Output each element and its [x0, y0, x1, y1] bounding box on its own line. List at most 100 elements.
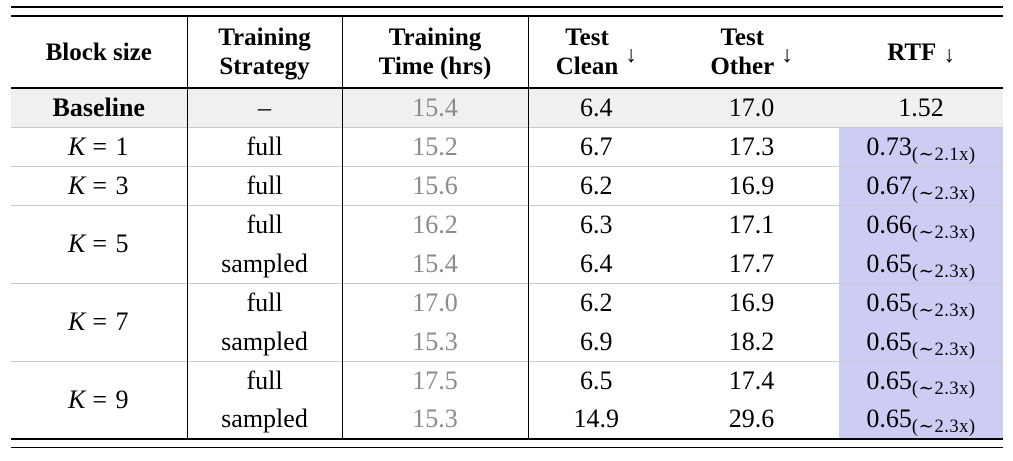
label-with-arrow: Test Clean ↓	[529, 23, 665, 81]
rtf-speedup: (∼2.3x)	[911, 417, 976, 438]
col-header-rtf: RTF ↓	[839, 16, 1003, 89]
down-arrow-icon: ↓	[943, 41, 955, 67]
cell-k3-strategy: full	[187, 166, 343, 205]
math-var: K	[67, 385, 86, 415]
cell-k5-full-strategy: full	[187, 205, 343, 244]
cell-baseline-rtf: 1.52	[839, 88, 1003, 127]
col-header-block-size: Block size	[11, 16, 188, 89]
cell-k1-strategy: full	[187, 127, 343, 166]
rtf-speedup: (∼2.3x)	[911, 339, 976, 360]
cell-k1-rtf: 0.73(∼2.1x)	[839, 127, 1003, 166]
col-header-training-strategy: Training Strategy	[187, 16, 343, 89]
math-var: K	[67, 229, 86, 259]
math-var: K	[67, 131, 86, 161]
col-header-label: Strategy	[219, 53, 310, 80]
col-header-test-clean: Test Clean ↓	[528, 16, 665, 89]
cell-k5-sampled-rtf: 0.65(∼2.3x)	[839, 244, 1003, 283]
rtf-speedup: (∼2.3x)	[911, 223, 976, 244]
math-eq: = 7	[92, 307, 130, 337]
rtf-value: 0.66	[866, 210, 912, 240]
cell-k5-full-clean: 6.3	[580, 210, 613, 240]
math-eq: = 3	[92, 170, 130, 200]
cell-k7-full-other: 16.9	[728, 288, 775, 318]
cell-baseline-strategy: –	[187, 88, 343, 127]
rtf-value: 0.65	[866, 288, 912, 318]
rtf-value: 0.65	[866, 366, 912, 396]
rtf-speedup: (∼2.3x)	[911, 379, 976, 400]
cell-k7-sampled-time: 15.3	[342, 322, 529, 361]
math-var: K	[67, 170, 86, 200]
col-header-label: Training	[388, 24, 482, 51]
header-row: Block size Training Strategy Training Ti…	[11, 16, 1003, 89]
math-eq: = 5	[92, 229, 130, 259]
two-line-label: Training Strategy	[188, 23, 342, 81]
two-line-label: Training Time (hrs)	[343, 23, 528, 81]
cell-k9-sampled-rtf: 0.65(∼2.3x)	[839, 400, 1003, 439]
down-arrow-icon: ↓	[781, 41, 793, 67]
cell-k7-sampled-clean: 6.9	[580, 326, 613, 356]
rtf-speedup: (∼2.1x)	[911, 144, 976, 165]
col-header-label: Test	[720, 24, 765, 51]
cell-k5-sampled-other: 17.7	[728, 248, 775, 278]
row-k1: K = 1 full 15.2 6.7 17.3 0.73(∼2.1x)	[11, 127, 1003, 166]
col-header-label: Training	[218, 24, 311, 51]
rtf-value: 0.65	[866, 326, 912, 356]
cell-k9-sampled-clean: 14.9	[573, 404, 620, 434]
cell-k9-block: K = 9	[11, 361, 188, 439]
row-k9-full: K = 9 full 17.5 6.5 17.4 0.65(∼2.3x)	[11, 361, 1003, 439]
rtf-value: 0.65	[866, 404, 912, 434]
cell-k3-block: K = 3	[11, 166, 188, 205]
label-with-arrow: RTF ↓	[839, 38, 1003, 67]
cell-k7-full-time: 17.0	[342, 283, 529, 322]
two-line-label: Test Other	[710, 23, 774, 81]
ablation-table: Block size Training Strategy Training Ti…	[11, 15, 1003, 440]
cell-k9-sampled-other: 29.6	[728, 404, 775, 434]
rtf-value: 0.65	[866, 248, 912, 278]
math-eq: = 1	[92, 131, 130, 161]
math-eq: = 9	[92, 385, 130, 415]
cell-k7-full-strategy: full	[187, 283, 343, 322]
cell-k7-full-clean: 6.2	[580, 288, 613, 318]
row-k9-sampled: sampled 15.3 14.9 29.6 0.65(∼2.3x)	[11, 400, 1003, 439]
cell-k9-full-other: 17.4	[728, 366, 775, 396]
label-with-arrow: Test Other ↓	[664, 23, 839, 81]
rtf-speedup: (∼2.3x)	[911, 301, 976, 322]
two-line-label: Test Clean	[556, 23, 619, 81]
col-header-label: Block size	[45, 38, 152, 66]
cell-k5-sampled-clean: 6.4	[580, 248, 613, 278]
cell-k9-full-clean: 6.5	[580, 366, 613, 396]
row-k5-sampled: sampled 15.4 6.4 17.7 0.65(∼2.3x)	[11, 244, 1003, 283]
cell-k3-rtf: 0.67(∼2.3x)	[839, 166, 1003, 205]
cell-k5-full-rtf: 0.66(∼2.3x)	[839, 205, 1003, 244]
cell-k9-sampled-time: 15.3	[342, 400, 529, 439]
cell-k5-block: K = 5	[11, 205, 188, 283]
cell-k7-full-rtf: 0.65(∼2.3x)	[839, 283, 1003, 322]
cell-k5-sampled-time: 15.4	[342, 244, 529, 283]
cell-k7-block: K = 7	[11, 283, 188, 361]
cell-baseline-clean: 6.4	[528, 88, 664, 127]
col-header-label: Time (hrs)	[378, 53, 492, 80]
cell-k3-clean: 6.2	[580, 170, 613, 200]
cell-k9-full-rtf: 0.65(∼2.3x)	[839, 361, 1003, 400]
rtf-value: 0.67	[866, 170, 912, 200]
results-table: Block size Training Strategy Training Ti…	[11, 6, 1003, 448]
cell-k7-sampled-other: 18.2	[728, 326, 775, 356]
cell-k9-sampled-strategy: sampled	[187, 400, 343, 439]
cell-baseline-time: 15.4	[342, 88, 529, 127]
row-k7-sampled: sampled 15.3 6.9 18.2 0.65(∼2.3x)	[11, 322, 1003, 361]
col-header-label: RTF	[887, 38, 937, 66]
rtf-value: 0.73	[866, 131, 912, 161]
col-header-label: Test	[565, 24, 609, 51]
cell-k5-full-time: 16.2	[342, 205, 529, 244]
row-k3: K = 3 full 15.6 6.2 16.9 0.67(∼2.3x)	[11, 166, 1003, 205]
row-k5-full: K = 5 full 16.2 6.3 17.1 0.66(∼2.3x)	[11, 205, 1003, 283]
cell-k3-time: 15.6	[342, 166, 529, 205]
cell-k1-clean: 6.7	[580, 131, 613, 161]
cell-baseline-block: Baseline	[11, 88, 188, 127]
rtf-speedup: (∼2.3x)	[911, 261, 976, 282]
math-var: K	[67, 307, 86, 337]
cell-k1-block: K = 1	[11, 127, 188, 166]
cell-k1-time: 15.2	[342, 127, 529, 166]
down-arrow-icon: ↓	[625, 41, 637, 67]
cell-k1-other: 17.3	[728, 131, 775, 161]
